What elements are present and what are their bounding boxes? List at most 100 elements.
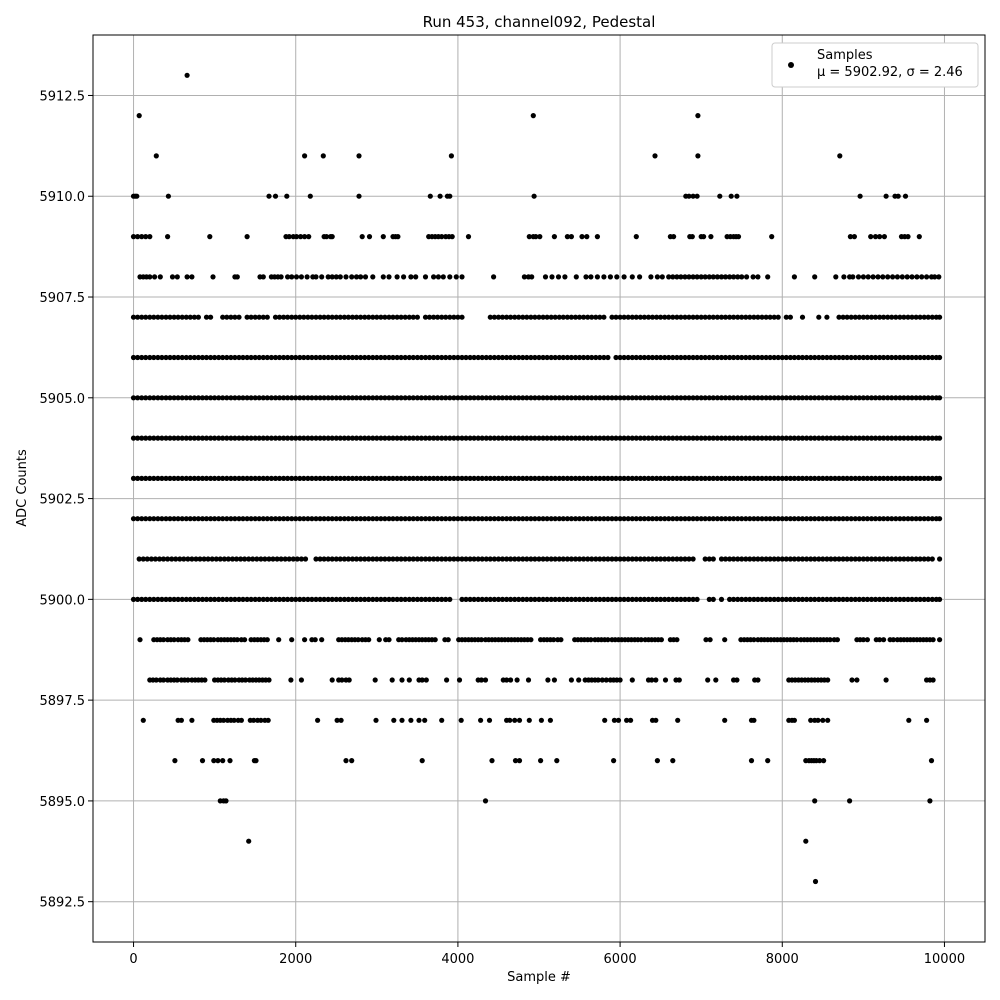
data-point (362, 596, 368, 603)
data-point (804, 596, 810, 603)
data-point (289, 274, 295, 280)
data-point (877, 435, 883, 441)
data-point (312, 637, 318, 643)
data-point (207, 234, 213, 240)
data-point (337, 556, 343, 562)
data-point (390, 596, 396, 603)
data-point (499, 435, 506, 441)
data-point (767, 596, 773, 603)
data-point (816, 516, 822, 522)
data-point (435, 395, 441, 401)
data-point (224, 596, 230, 603)
data-point (266, 193, 272, 199)
data-point (426, 314, 433, 320)
data-point (179, 516, 185, 522)
data-point (305, 354, 311, 361)
data-point (864, 556, 871, 562)
data-point (621, 556, 627, 562)
data-point (459, 596, 465, 603)
data-point (370, 314, 376, 320)
data-point (597, 395, 603, 401)
data-point (410, 435, 416, 441)
data-point (844, 516, 850, 522)
data-point (216, 435, 222, 441)
data-point (276, 516, 283, 522)
data-point (410, 314, 416, 320)
data-point (402, 435, 408, 441)
data-point (925, 354, 931, 361)
data-point (731, 274, 737, 280)
data-point (408, 274, 414, 280)
data-point (455, 354, 461, 361)
data-point (244, 516, 250, 522)
data-point (597, 354, 603, 361)
data-point (552, 354, 558, 361)
data-point (285, 516, 291, 522)
data-point (419, 677, 425, 683)
legend: Samples μ = 5902.92, σ = 2.46 (771, 42, 979, 88)
data-point (199, 596, 206, 603)
data-point (374, 435, 380, 441)
data-point (747, 556, 753, 562)
data-point (212, 395, 218, 401)
data-point (895, 193, 901, 199)
data-point (872, 435, 879, 441)
data-point (808, 354, 814, 361)
data-point (431, 516, 437, 522)
data-point (893, 556, 899, 562)
data-point (641, 475, 648, 481)
data-point (167, 314, 173, 320)
data-point (573, 274, 579, 280)
data-point (467, 596, 473, 603)
data-point (930, 677, 936, 683)
data-point (889, 516, 895, 522)
data-point (319, 274, 325, 280)
data-point (695, 113, 701, 119)
data-point (881, 516, 887, 522)
data-point (171, 637, 177, 643)
y-axis-label: ADC Counts (15, 449, 30, 527)
data-point (706, 516, 712, 522)
data-point (812, 556, 818, 562)
data-point (637, 516, 644, 522)
data-point (564, 516, 571, 522)
data-point (136, 556, 142, 562)
data-point (382, 516, 388, 522)
data-point (929, 475, 935, 481)
data-point (181, 556, 187, 562)
data-point (386, 596, 392, 603)
data-point (872, 596, 879, 603)
data-point (763, 435, 769, 441)
data-point (478, 717, 484, 723)
data-point (759, 556, 765, 562)
data-point (686, 435, 692, 441)
data-point (444, 677, 450, 683)
data-point (293, 274, 300, 280)
data-point (321, 556, 327, 562)
data-point (889, 556, 895, 562)
data-point (739, 556, 745, 562)
data-point (868, 475, 875, 481)
data-point (609, 435, 615, 441)
data-point (242, 677, 249, 683)
data-point (281, 475, 287, 481)
data-point (264, 475, 270, 481)
data-point (917, 556, 923, 562)
data-point (155, 516, 161, 522)
data-point (718, 354, 725, 361)
data-point (735, 274, 741, 280)
data-point (601, 314, 607, 320)
data-point (147, 354, 153, 361)
data-point (495, 556, 502, 562)
data-point (540, 314, 546, 320)
data-point (337, 314, 343, 320)
data-point (848, 596, 854, 603)
data-point (482, 798, 489, 804)
data-point (816, 556, 822, 562)
x-tick-label: 4000 (441, 952, 474, 967)
data-point (909, 354, 915, 361)
data-point (576, 556, 583, 562)
data-point (654, 314, 660, 320)
data-point (641, 516, 648, 522)
data-point (751, 354, 757, 361)
